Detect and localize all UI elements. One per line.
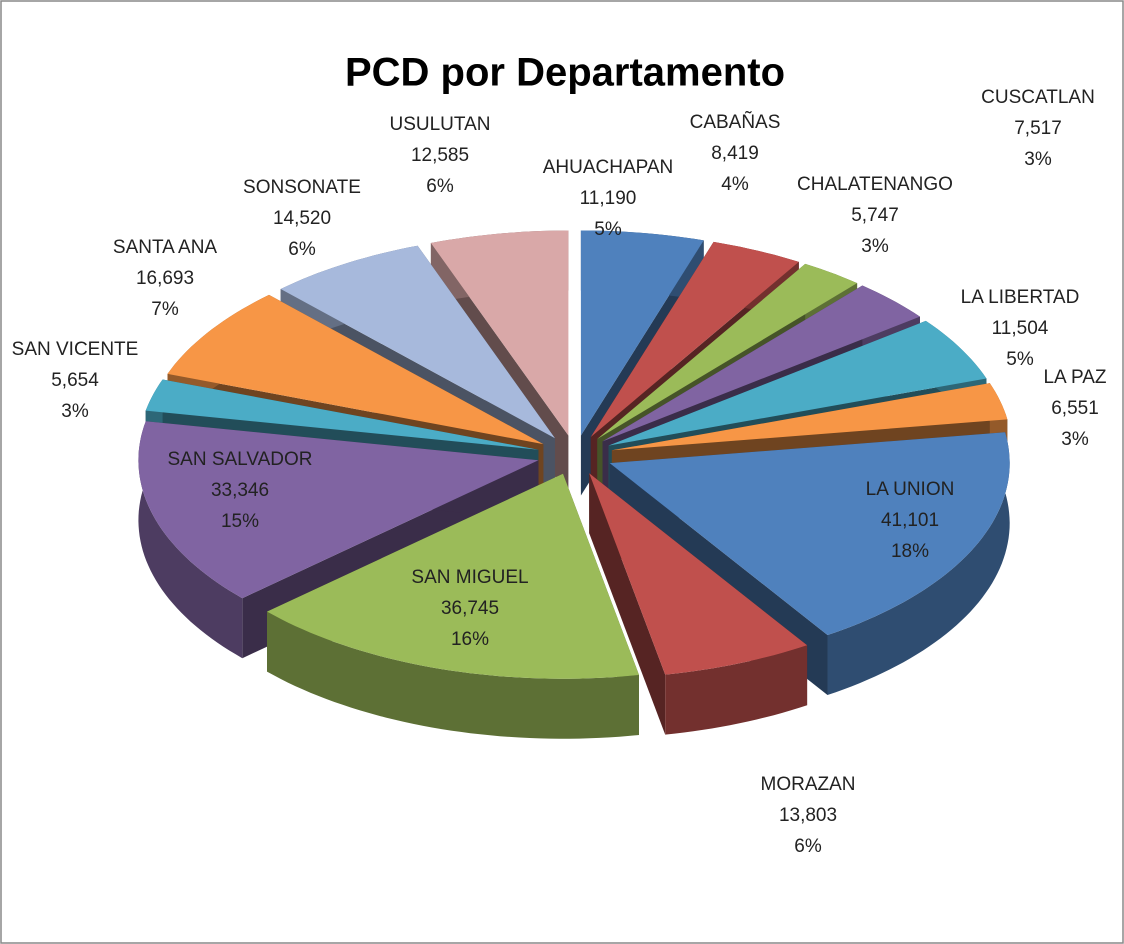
data-label-value: 11,190 — [580, 188, 637, 209]
data-label-value: 6,551 — [1051, 398, 1099, 419]
data-label-name: AHUACHAPAN — [543, 157, 674, 178]
data-label-percent: 6% — [288, 239, 316, 260]
data-label-percent: 3% — [1024, 149, 1052, 170]
slice-top — [267, 473, 639, 679]
data-label-name: SAN MIGUEL — [411, 567, 528, 588]
slice — [267, 473, 639, 739]
data-label-name: CUSCATLAN — [981, 87, 1095, 108]
slice-wall — [138, 421, 243, 659]
slice-top — [611, 383, 1008, 451]
slice-top — [580, 230, 704, 436]
slice-wall — [665, 645, 808, 735]
data-label-value: 5,747 — [851, 205, 899, 226]
data-label-name: SAN VICENTE — [12, 339, 139, 360]
data-label-percent: 3% — [1061, 429, 1089, 450]
slice-top — [609, 432, 1010, 635]
slice-top — [590, 241, 799, 437]
data-label-percent: 18% — [891, 541, 929, 562]
slice-wall — [267, 611, 639, 739]
data-label-value: 11,504 — [992, 318, 1049, 339]
data-label-name: LA UNION — [866, 479, 955, 500]
slice-top — [145, 379, 539, 450]
data-label-percent: 3% — [861, 236, 889, 257]
data-label-name: MORAZAN — [761, 774, 856, 795]
data-label-value: 7,517 — [1014, 118, 1062, 139]
slice-top — [589, 473, 808, 675]
data-label-value: 41,101 — [881, 510, 939, 531]
data-label-name: SANTA ANA — [113, 237, 218, 258]
slice-wall — [827, 432, 1010, 695]
data-label-name: CHALATENANGO — [797, 174, 953, 195]
slice-top — [138, 421, 539, 599]
data-label-value: 13,803 — [779, 805, 837, 826]
slice-top — [430, 230, 569, 436]
data-label-value: 16,693 — [136, 268, 194, 289]
data-label-value: 14,520 — [273, 208, 331, 229]
data-label-percent: 15% — [221, 511, 259, 532]
slice-top — [597, 263, 858, 439]
slice-top — [602, 285, 920, 442]
data-label-name: USULUTAN — [390, 114, 491, 135]
data-label-value: 33,346 — [211, 480, 269, 501]
slice-top — [608, 320, 987, 446]
data-label-percent: 5% — [594, 219, 622, 240]
data-label-percent: 7% — [151, 299, 179, 320]
data-label-name: SAN SALVADOR — [167, 449, 312, 470]
data-label-value: 36,745 — [441, 598, 499, 619]
data-label-percent: 6% — [426, 176, 454, 197]
data-label-percent: 3% — [61, 401, 89, 422]
data-label-name: LA LIBERTAD — [961, 287, 1080, 308]
data-label-name: SONSONATE — [243, 177, 361, 198]
chart-title: PCD por Departamento — [345, 51, 785, 95]
data-label-value: 12,585 — [411, 145, 469, 166]
data-label-value: 8,419 — [711, 143, 759, 164]
slice-side — [589, 473, 666, 735]
data-label-percent: 4% — [721, 174, 749, 195]
slice — [589, 473, 808, 735]
slice-top — [167, 294, 544, 445]
data-label-percent: 16% — [451, 629, 489, 650]
data-label-name: CABAÑAS — [690, 111, 781, 133]
data-label-percent: 6% — [794, 836, 822, 857]
slice-top — [280, 245, 555, 439]
data-label-percent: 5% — [1006, 349, 1034, 370]
data-label-name: LA PAZ — [1043, 367, 1106, 388]
data-label-value: 5,654 — [51, 370, 99, 391]
